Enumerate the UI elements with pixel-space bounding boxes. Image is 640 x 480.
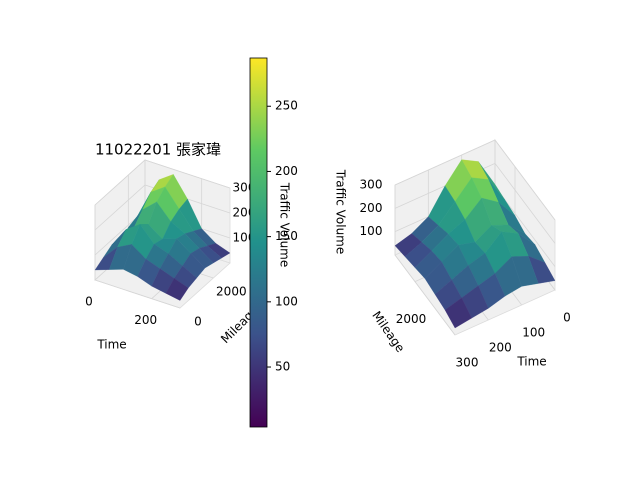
colorbar: 50 100 150 200 250 Traffic Volume	[249, 57, 298, 428]
colorbar-tick-label: 50	[275, 360, 290, 374]
colorbar-tick-label: 150	[275, 229, 298, 243]
chart-title: 11022201 張家瑋	[95, 141, 221, 159]
grid-line	[394, 162, 556, 244]
z-axis-label: Traffic Volume	[334, 169, 348, 255]
z-tick-label: 100	[360, 224, 383, 238]
right-3d-axes: 01002003002000100200300TimeMileageTraffi…	[334, 138, 571, 370]
z-tick-label: 200	[360, 201, 383, 215]
grid-line	[94, 159, 231, 206]
colorbar-tick-label: 100	[275, 294, 298, 308]
y-tick-label: 2000	[396, 312, 427, 326]
grid-line	[394, 139, 556, 221]
x-tick-label: 300	[456, 356, 479, 370]
colorbar-tick-label: 200	[275, 164, 298, 178]
grid-line	[94, 184, 231, 231]
z-tick-label: 300	[360, 178, 383, 192]
x-axis-label: Time	[516, 355, 546, 369]
surface-patch	[444, 297, 472, 329]
x-tick-label: 200	[134, 313, 157, 327]
colorbar-gradient	[249, 57, 268, 428]
surface-patch	[165, 278, 189, 301]
x-tick-label: 0	[85, 295, 93, 309]
y-tick-label: 0	[194, 315, 202, 329]
x-axis-label: Time	[96, 338, 126, 352]
x-tick-label: 100	[522, 326, 545, 340]
x-tick-label: 0	[563, 311, 571, 325]
colorbar-label: Traffic Volume	[278, 182, 292, 268]
x-tick-label: 200	[489, 341, 512, 355]
y-tick-label: 2000	[216, 285, 247, 299]
colorbar-tick-label: 250	[275, 99, 298, 113]
